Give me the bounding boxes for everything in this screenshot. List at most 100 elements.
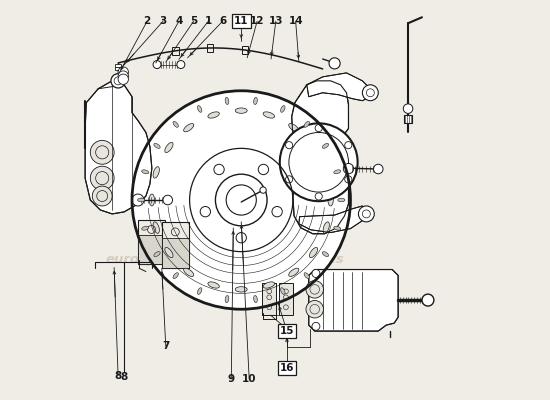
Ellipse shape	[154, 144, 160, 148]
Circle shape	[226, 185, 256, 215]
Circle shape	[90, 140, 114, 164]
Circle shape	[280, 123, 358, 201]
Ellipse shape	[322, 252, 328, 256]
Circle shape	[260, 187, 266, 193]
Bar	[138, 220, 165, 264]
Circle shape	[362, 85, 378, 101]
Ellipse shape	[310, 142, 318, 152]
Circle shape	[315, 124, 322, 132]
Text: 12: 12	[250, 16, 265, 26]
Text: 10: 10	[242, 374, 256, 384]
Bar	[115, 67, 122, 70]
Bar	[115, 64, 122, 66]
Circle shape	[118, 71, 129, 81]
Ellipse shape	[263, 112, 274, 118]
Circle shape	[236, 232, 246, 243]
Ellipse shape	[304, 122, 310, 127]
Circle shape	[118, 67, 129, 77]
Polygon shape	[292, 81, 349, 234]
Ellipse shape	[280, 288, 285, 294]
Circle shape	[258, 164, 268, 175]
Ellipse shape	[328, 194, 333, 206]
Text: 8: 8	[114, 370, 122, 380]
Circle shape	[132, 91, 350, 309]
Text: 5: 5	[190, 16, 197, 26]
Text: eurospares: eurospares	[106, 142, 190, 155]
Circle shape	[200, 206, 211, 217]
Text: 16: 16	[279, 363, 294, 373]
Circle shape	[312, 322, 320, 330]
Circle shape	[272, 206, 282, 217]
Text: 4: 4	[175, 16, 183, 26]
Circle shape	[359, 206, 375, 222]
Polygon shape	[299, 206, 366, 232]
Ellipse shape	[173, 122, 178, 127]
Circle shape	[345, 142, 352, 149]
Text: 15: 15	[279, 326, 294, 336]
Ellipse shape	[208, 282, 219, 288]
Ellipse shape	[280, 106, 285, 112]
Ellipse shape	[149, 194, 155, 206]
Circle shape	[153, 60, 161, 68]
Ellipse shape	[173, 273, 178, 278]
Bar	[162, 238, 189, 268]
Text: eurospares: eurospares	[261, 253, 345, 266]
Circle shape	[343, 164, 354, 174]
Circle shape	[163, 195, 173, 205]
Ellipse shape	[197, 106, 202, 112]
Ellipse shape	[154, 252, 160, 256]
Circle shape	[111, 74, 125, 88]
Bar	[207, 44, 213, 52]
Text: 9: 9	[228, 374, 235, 384]
Ellipse shape	[323, 167, 329, 178]
Ellipse shape	[254, 97, 257, 104]
Polygon shape	[309, 270, 398, 331]
Text: 13: 13	[268, 16, 283, 26]
Circle shape	[306, 281, 323, 298]
Ellipse shape	[254, 296, 257, 303]
Ellipse shape	[289, 268, 299, 276]
Ellipse shape	[322, 144, 328, 148]
Circle shape	[329, 58, 340, 69]
Ellipse shape	[184, 268, 194, 276]
Bar	[162, 222, 189, 268]
Circle shape	[312, 270, 320, 278]
Text: eurospares: eurospares	[106, 253, 190, 266]
Text: 7: 7	[162, 341, 169, 351]
Circle shape	[216, 174, 267, 226]
Text: 11: 11	[234, 16, 249, 26]
Circle shape	[403, 104, 413, 114]
Ellipse shape	[323, 222, 329, 233]
Ellipse shape	[225, 296, 229, 303]
Ellipse shape	[289, 124, 299, 132]
Bar	[262, 284, 276, 315]
Circle shape	[132, 194, 144, 206]
Ellipse shape	[334, 170, 341, 174]
Ellipse shape	[304, 273, 310, 278]
Ellipse shape	[138, 198, 145, 202]
Circle shape	[345, 176, 352, 183]
Circle shape	[90, 166, 114, 190]
Circle shape	[306, 300, 323, 318]
Circle shape	[214, 164, 224, 175]
Text: 2: 2	[144, 16, 151, 26]
Circle shape	[92, 186, 112, 206]
Ellipse shape	[235, 287, 247, 292]
Bar	[172, 47, 179, 55]
Circle shape	[285, 142, 293, 149]
Ellipse shape	[142, 226, 148, 230]
Bar	[242, 46, 248, 54]
Text: 1: 1	[205, 16, 212, 26]
Text: 6: 6	[219, 16, 226, 26]
Ellipse shape	[235, 108, 247, 113]
Ellipse shape	[208, 112, 219, 118]
Ellipse shape	[142, 170, 148, 174]
Ellipse shape	[334, 226, 341, 230]
Bar	[404, 115, 412, 122]
Circle shape	[315, 193, 322, 200]
Ellipse shape	[263, 282, 274, 288]
Circle shape	[373, 164, 383, 174]
Bar	[279, 284, 293, 315]
Circle shape	[422, 294, 434, 306]
Ellipse shape	[225, 97, 229, 104]
